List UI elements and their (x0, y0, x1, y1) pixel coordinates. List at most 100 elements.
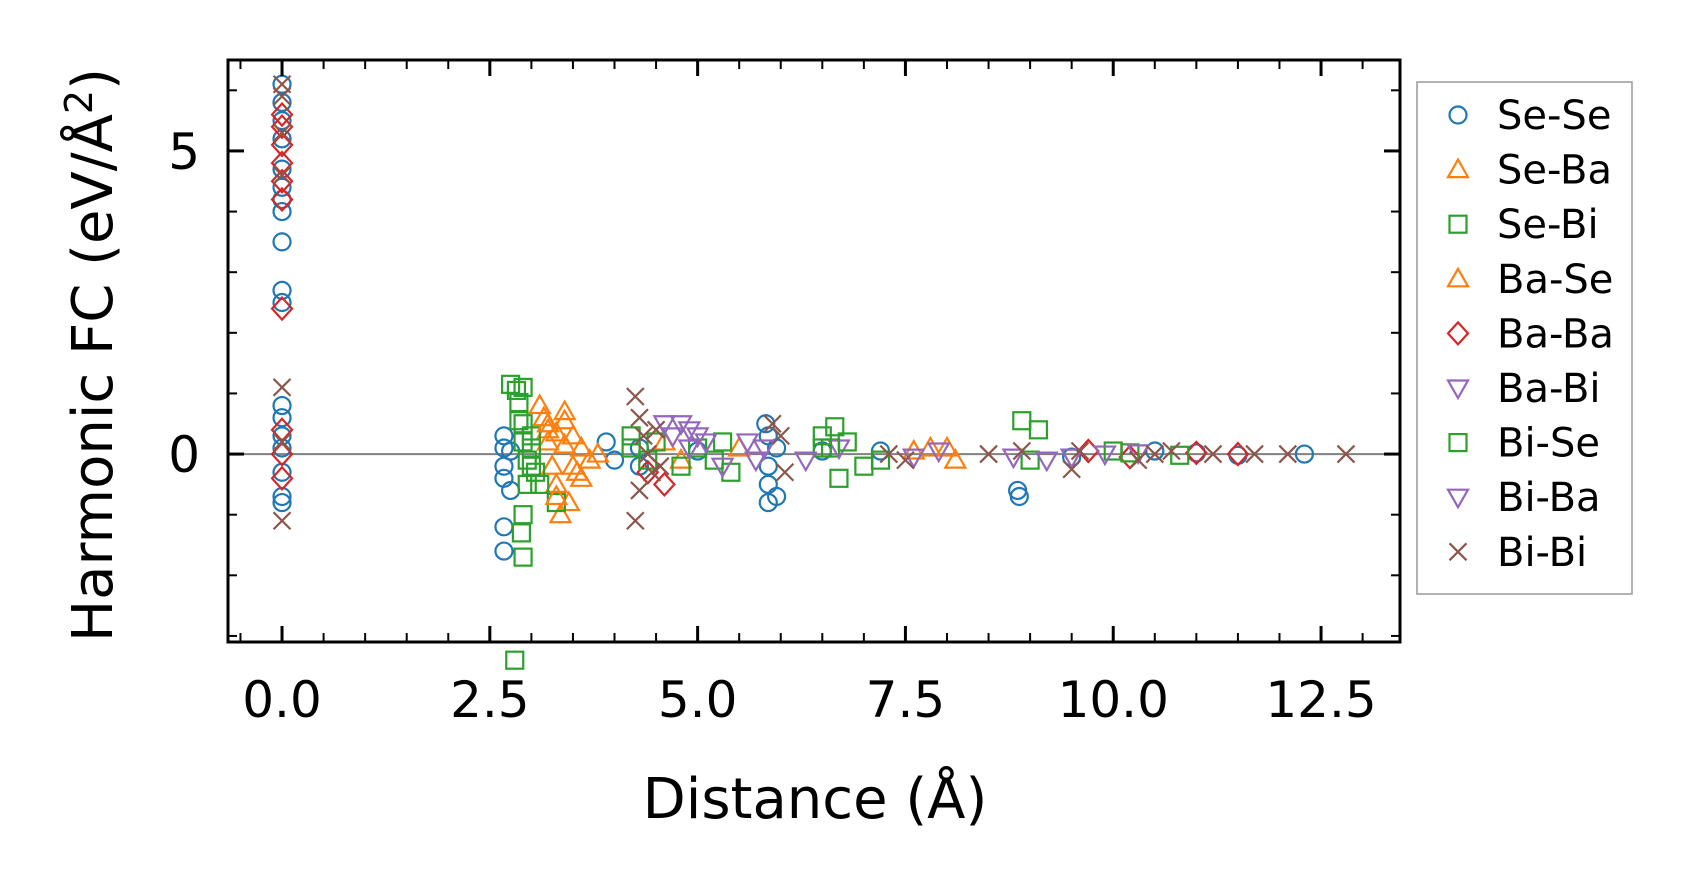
axis-ticks (228, 60, 1400, 642)
data-point (694, 433, 718, 455)
data-point (926, 442, 951, 464)
data-point (652, 471, 676, 498)
data-point (669, 415, 693, 436)
legend-marker (1446, 379, 1470, 401)
data-point (272, 123, 292, 143)
data-point (272, 87, 292, 106)
legend-label: Ba-Bi (1497, 366, 1601, 412)
data-point (272, 408, 292, 428)
legend-marker (1448, 214, 1468, 234)
data-point (536, 411, 560, 433)
data-point (552, 432, 577, 454)
data-point (704, 450, 724, 470)
data-point (1226, 441, 1250, 467)
data-point (1093, 445, 1117, 467)
legend-item-se-bi: Se-Bi (1448, 202, 1599, 248)
data-point (511, 523, 532, 543)
data-point (1294, 444, 1315, 464)
x-tick-label: 12.5 (1265, 671, 1376, 729)
data-point (530, 474, 550, 494)
data-point (272, 92, 292, 113)
x-tick-label: 5.0 (658, 671, 738, 729)
data-point (743, 451, 768, 473)
legend-marker (1446, 157, 1470, 179)
data-point (1170, 445, 1190, 465)
data-point (552, 399, 577, 421)
data-point (506, 380, 527, 401)
series-bi-ba (677, 421, 1151, 479)
data-point (569, 466, 594, 487)
data-point (1028, 420, 1049, 440)
data-point (540, 453, 565, 475)
data-point (513, 547, 533, 567)
data-points (270, 74, 1356, 670)
data-point (272, 159, 292, 179)
data-point (752, 439, 777, 461)
data-point (854, 456, 874, 476)
legend-marker (1446, 320, 1470, 347)
data-point (1278, 444, 1298, 464)
data-point (630, 408, 649, 427)
data-point (1059, 448, 1084, 470)
data-point (710, 457, 735, 479)
x-tick-label: 0.0 (242, 671, 322, 729)
y-tick-label: 0 (168, 426, 200, 484)
data-point (771, 426, 791, 446)
legend-label: Se-Bi (1497, 202, 1599, 248)
data-point (270, 186, 294, 213)
data-point (585, 441, 610, 463)
data-point (272, 395, 292, 416)
data-point (270, 441, 294, 467)
y-tick-label: 5 (168, 123, 200, 181)
data-point (1034, 451, 1059, 473)
legend: Se-Se Se-Ba Se-Bi Ba-Se Ba-Ba Ba-Bi Bi-Se Bi-Ba… (1416, 81, 1633, 595)
data-point (527, 393, 552, 415)
data-point (544, 420, 569, 442)
legend-marker (1448, 542, 1468, 562)
data-point (1012, 411, 1032, 431)
data-point (1245, 444, 1264, 464)
legend-item-bi-ba: Bi-Ba (1446, 475, 1601, 521)
data-point (646, 432, 666, 452)
data-point (270, 465, 294, 491)
data-point (1145, 444, 1165, 464)
data-point (896, 450, 915, 470)
legend-marker (1446, 488, 1470, 510)
data-point (671, 456, 691, 476)
data-point (812, 438, 832, 458)
data-point (1001, 448, 1026, 470)
data-point (758, 456, 778, 476)
data-point (1162, 441, 1181, 461)
legend-item-ba-bi: Ba-Bi (1446, 366, 1601, 412)
series-se-ba (527, 393, 968, 524)
data-point (1203, 444, 1223, 464)
data-point (766, 486, 787, 507)
data-point (621, 438, 641, 458)
legend-label: Se-Ba (1497, 148, 1612, 194)
data-point (272, 492, 292, 513)
series-bi-bi (272, 74, 1356, 531)
data-point (569, 435, 594, 457)
data-point (270, 101, 294, 128)
data-point (626, 387, 645, 406)
data-point (1009, 486, 1029, 507)
data-point (561, 453, 585, 475)
data-point (1128, 450, 1148, 470)
data-point (513, 377, 533, 397)
data-point (272, 165, 292, 185)
legend-marker (1448, 105, 1468, 125)
data-point (879, 444, 899, 464)
data-point (521, 456, 541, 476)
x-tick-label: 2.5 (450, 671, 530, 729)
data-point (513, 505, 533, 525)
legend-item-ba-se: Ba-Se (1446, 257, 1613, 303)
data-point (272, 378, 292, 397)
data-point (870, 450, 891, 470)
data-point (596, 432, 616, 452)
data-point (1020, 450, 1040, 470)
data-point (1012, 441, 1032, 461)
data-point (494, 541, 514, 561)
data-point (525, 462, 546, 482)
legend-item-ba-ba: Ba-Ba (1446, 311, 1614, 357)
